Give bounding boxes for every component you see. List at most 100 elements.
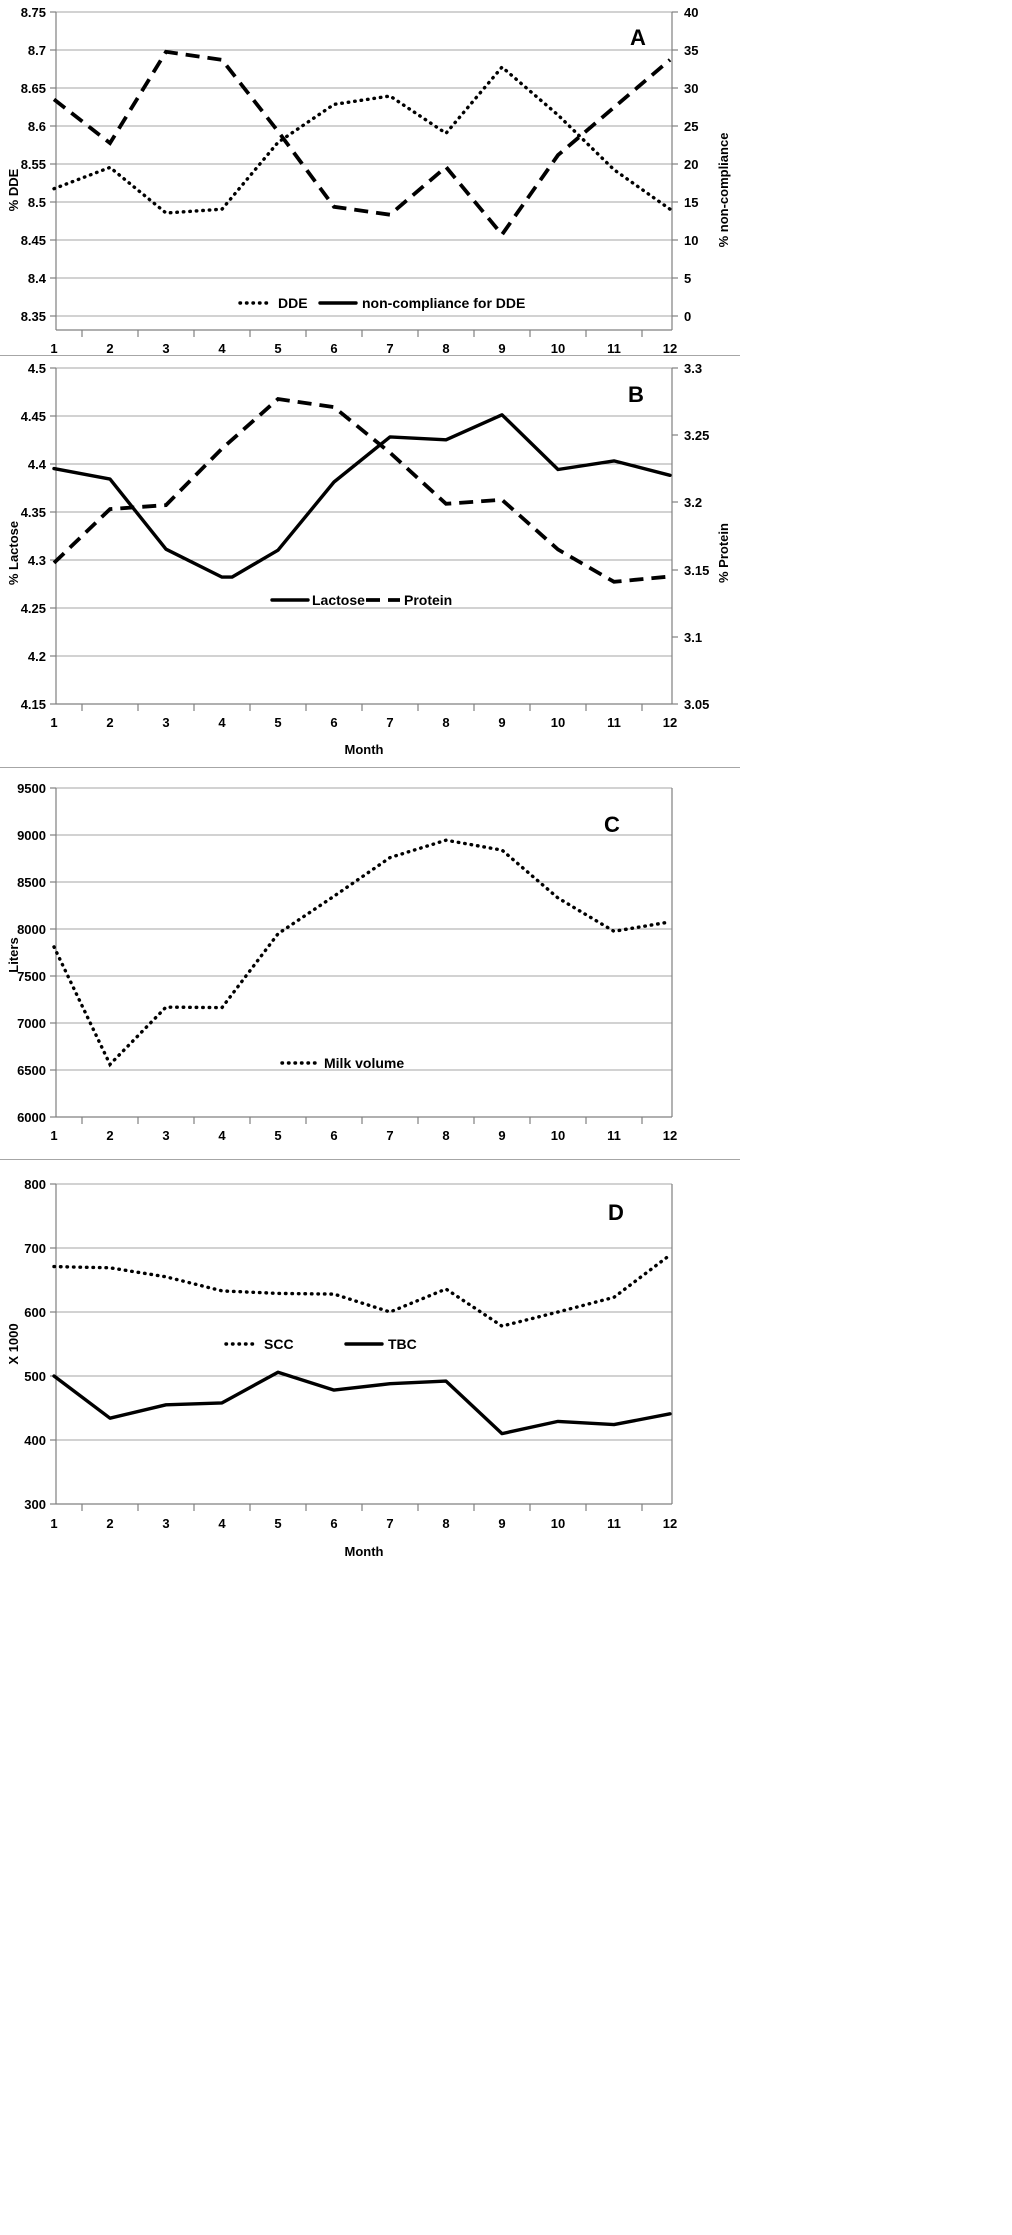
panel-a-ytick2-6: 30 [684, 81, 698, 96]
panel-a-ytick-5: 8.6 [28, 119, 46, 134]
panel-d-xtick-12: 12 [663, 1516, 677, 1531]
panel-a-ytick2-7: 35 [684, 43, 698, 58]
panel-a-xtick-12: 12 [663, 341, 677, 356]
panel-a-ytick-1: 8.4 [28, 271, 47, 286]
panel-a-xtick-10: 10 [551, 341, 565, 356]
panel-a-legend: DDE non-compliance for DDE [238, 295, 525, 311]
panel-d-y-axis-label: X 1000 [6, 1323, 21, 1364]
panel-c-xtick-5: 5 [274, 1128, 281, 1143]
panel-d-legend-label-tbc: TBC [388, 1336, 417, 1352]
panel-b-chart: 4.5 4.45 4.4 4.35 4.3 4.25 4.2 4.15 3.3 … [6, 361, 731, 757]
panel-a-xtick-7: 7 [386, 341, 393, 356]
panel-c-xtick-6: 6 [330, 1128, 337, 1143]
panel-b-x-axis-label: Month [345, 742, 384, 757]
panel-d-legend-label-scc: SCC [264, 1336, 294, 1352]
panel-a-right-tick-marks [672, 11, 678, 317]
panel-b-ytick-7: 4.5 [28, 361, 46, 376]
panel-d-legend: SCC TBC [224, 1336, 417, 1352]
panel-c-left-tick-marks [50, 787, 56, 1118]
panel-c-divider [0, 1159, 740, 1160]
panel-a-ytick-3: 8.5 [28, 195, 46, 210]
panel-b-xtick-2: 2 [106, 715, 113, 730]
panel-d-xtick-3: 3 [162, 1516, 169, 1531]
panel-d-xtick-4: 4 [218, 1516, 226, 1531]
panel-a-legend-label-noncompliance: non-compliance for DDE [362, 295, 525, 311]
panel-a-ytick2-8: 40 [684, 5, 698, 20]
panel-b-xtick-10: 10 [551, 715, 565, 730]
panel-d-series-tbc [52, 1370, 672, 1436]
panel-c-xtick-3: 3 [162, 1128, 169, 1143]
panel-a-xtick-11: 11 [607, 341, 621, 356]
panel-d-letter: D [608, 1200, 624, 1225]
panel-c-y-axis-label: Liters [6, 937, 21, 972]
panel-a-xtick-5: 5 [274, 341, 281, 356]
panel-c-ytick-7: 9500 [17, 781, 46, 796]
panel-b-ytick2-3: 3.2 [684, 495, 702, 510]
panel-a-left-tick-marks [50, 11, 56, 317]
panel-b-xtick-11: 11 [607, 715, 621, 730]
panel-a-ytick2-3: 15 [684, 195, 698, 210]
panel-b-legend: Lactose Protein [270, 592, 452, 608]
panel-b-x-tick-marks [81, 704, 643, 711]
panel-a-y-axis-label: % DDE [6, 168, 21, 211]
panel-b-ytick2-4: 3.25 [684, 428, 709, 443]
panel-b-ytick2-5: 3.3 [684, 361, 702, 376]
panel-d-xtick-10: 10 [551, 1516, 565, 1531]
panel-d-xtick-7: 7 [386, 1516, 393, 1531]
panel-a-x-tick-marks [81, 330, 643, 337]
panel-a-ytick2-0: 0 [684, 309, 691, 324]
panel-b-xtick-5: 5 [274, 715, 281, 730]
panel-b-ytick-2: 4.25 [21, 601, 46, 616]
panel-b-ytick-4: 4.35 [21, 505, 46, 520]
panel-d-xtick-9: 9 [498, 1516, 505, 1531]
panel-b-xtick-6: 6 [330, 715, 337, 730]
panel-c-xtick-1: 1 [50, 1128, 57, 1143]
panel-b-series-lactose [52, 413, 672, 579]
panel-c-chart: 9500 9000 8500 8000 7500 7000 6500 6000 … [6, 781, 677, 1143]
panel-b-xtick-8: 8 [442, 715, 449, 730]
panel-d-xtick-2: 2 [106, 1516, 113, 1531]
panel-b-series-protein [52, 396, 671, 584]
panel-c-ytick-5: 8500 [17, 875, 46, 890]
panel-a: 8.75 8.7 8.65 8.6 8.55 8.5 8.45 8.4 8.35… [0, 0, 740, 356]
panel-a-xtick-6: 6 [330, 341, 337, 356]
panel-a-ytick-4: 8.55 [21, 157, 46, 172]
panel-a-ytick2-1: 5 [684, 271, 691, 286]
panel-d-series-scc [52, 1253, 672, 1328]
panel-d-chart: 800 700 600 500 400 300 1 2 3 4 5 6 7 8 … [6, 1177, 677, 1559]
panel-a-ytick-0: 8.35 [21, 309, 46, 324]
panel-a-legend-label-dde: DDE [278, 295, 308, 311]
panel-c-xtick-11: 11 [607, 1128, 621, 1143]
panel-d-xtick-11: 11 [607, 1516, 621, 1531]
panel-b-xtick-1: 1 [50, 715, 57, 730]
panel-b-ytick-5: 4.4 [28, 457, 47, 472]
panel-b-xtick-3: 3 [162, 715, 169, 730]
panel-a-xtick-1: 1 [50, 341, 57, 356]
panel-b-xtick-9: 9 [498, 715, 505, 730]
panel-a-gridlines [56, 11, 672, 317]
panel-a-ytick2-4: 20 [684, 157, 698, 172]
panel-a-ytick2-5: 25 [684, 119, 698, 134]
panel-c: 9500 9000 8500 8000 7500 7000 6500 6000 … [0, 770, 740, 1160]
panel-b-ytick-0: 4.15 [21, 697, 46, 712]
panel-a-ytick-6: 8.65 [21, 81, 46, 96]
panel-c-xtick-7: 7 [386, 1128, 393, 1143]
panel-c-ytick-4: 8000 [17, 922, 46, 937]
panel-a-xtick-3: 3 [162, 341, 169, 356]
panel-d-left-tick-marks [50, 1183, 56, 1505]
panel-b-xtick-12: 12 [663, 715, 677, 730]
panel-d-xtick-6: 6 [330, 1516, 337, 1531]
panel-b-ytick-1: 4.2 [28, 649, 46, 664]
panel-d-ytick-5: 800 [24, 1177, 46, 1192]
panel-b-divider [0, 767, 740, 768]
panel-d: 800 700 600 500 400 300 1 2 3 4 5 6 7 8 … [0, 1162, 740, 1582]
panel-d-ytick-4: 700 [24, 1241, 46, 1256]
panel-b-y2-axis-label: % Protein [716, 523, 731, 583]
panel-a-xtick-9: 9 [498, 341, 505, 356]
panel-c-xtick-2: 2 [106, 1128, 113, 1143]
panel-a-chart: 8.75 8.7 8.65 8.6 8.55 8.5 8.45 8.4 8.35… [6, 5, 731, 356]
panel-c-ytick-0: 6000 [17, 1110, 46, 1125]
panel-a-ytick-7: 8.7 [28, 43, 46, 58]
panel-c-xtick-10: 10 [551, 1128, 565, 1143]
